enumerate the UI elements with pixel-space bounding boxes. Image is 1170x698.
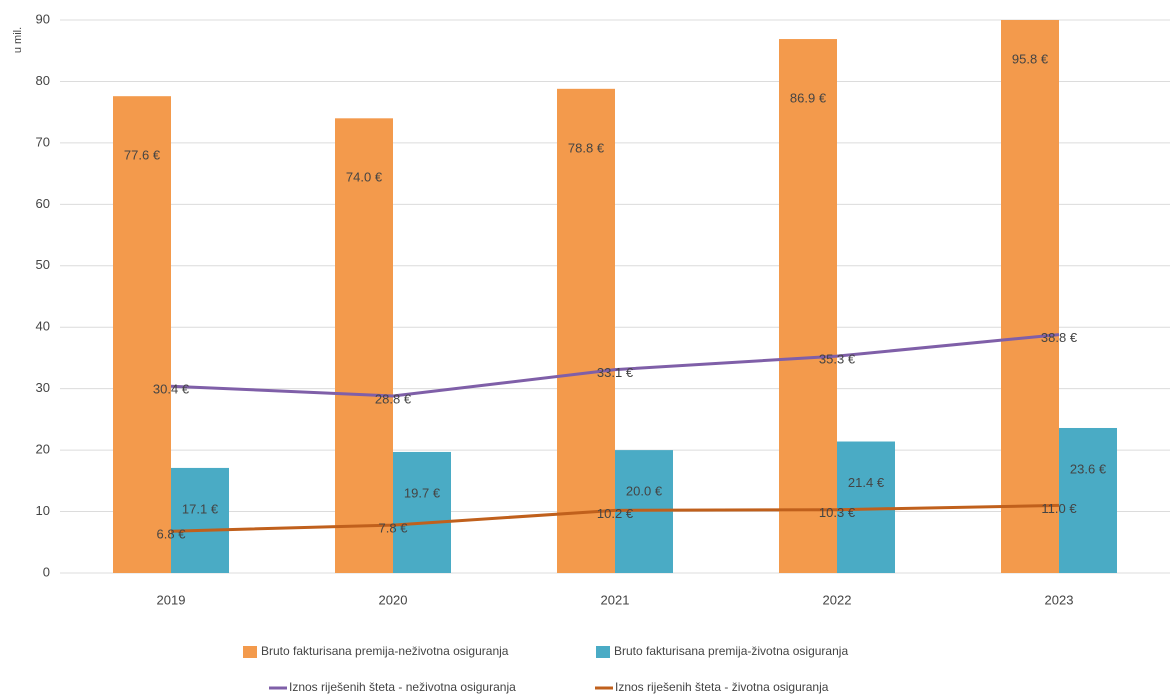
- data-label: 33.1 €: [597, 365, 634, 380]
- data-label: 74.0 €: [346, 170, 383, 185]
- bar: [1001, 20, 1059, 573]
- y-tick-label: 40: [36, 319, 50, 334]
- data-label: 30.4 €: [153, 382, 190, 397]
- data-label: 17.1 €: [182, 501, 219, 516]
- bar: [113, 96, 171, 574]
- legend-swatch: [243, 646, 257, 658]
- y-axis-label: u mil.: [12, 27, 24, 53]
- data-label: 38.8 €: [1041, 330, 1078, 345]
- line: [170, 333, 1060, 398]
- data-label: 20.0 €: [626, 484, 663, 499]
- data-label: 6.8 €: [157, 527, 187, 542]
- y-tick-label: 90: [36, 11, 50, 26]
- data-label: 10.3 €: [819, 505, 856, 520]
- data-label: 95.8 €: [1012, 51, 1049, 66]
- data-label: 23.6 €: [1070, 461, 1107, 476]
- bar: [335, 118, 393, 574]
- bar: [1059, 427, 1117, 573]
- legend-label: Iznos riješenih šteta - neživotna osigur…: [289, 680, 516, 694]
- data-label: 35.3 €: [819, 352, 856, 367]
- y-tick-label: 20: [36, 442, 50, 457]
- x-tick-label: 2023: [1045, 592, 1074, 607]
- data-label: 77.6 €: [124, 148, 161, 163]
- y-tick-label: 50: [36, 257, 50, 272]
- data-label: 7.8 €: [379, 521, 409, 536]
- data-label: 19.7 €: [404, 485, 441, 500]
- bar: [837, 441, 895, 573]
- data-label: 28.8 €: [375, 391, 412, 406]
- y-tick-label: 70: [36, 134, 50, 149]
- legend-label: Iznos riješenih šteta - životna osiguran…: [615, 680, 829, 694]
- x-tick-label: 2022: [823, 592, 852, 607]
- data-label: 10.2 €: [597, 506, 634, 521]
- y-tick-label: 0: [43, 564, 50, 579]
- legend-label: Bruto fakturisana premija-neživotna osig…: [261, 644, 509, 658]
- plot-area: [113, 20, 1117, 574]
- bar: [171, 467, 229, 573]
- y-tick-label: 80: [36, 73, 50, 88]
- bar: [557, 88, 615, 573]
- data-label: 86.9 €: [790, 90, 827, 105]
- legend-swatch: [596, 646, 610, 658]
- value-labels: 77.6 € 74.0 € 78.8 € 86.9 € 95.8 € 17.1 € 19.7…: [124, 51, 1107, 541]
- legend-label: Bruto fakturisana premija-životna osigur…: [614, 644, 848, 658]
- line: [170, 503, 1060, 533]
- bar: [779, 39, 837, 573]
- x-tick-label: 2021: [601, 592, 630, 607]
- data-label: 11.0 €: [1041, 501, 1077, 516]
- bar: [393, 451, 451, 573]
- x-tick-label: 2020: [379, 592, 408, 607]
- data-label: 21.4 €: [848, 475, 885, 490]
- y-tick-label: 10: [36, 503, 50, 518]
- y-tick-label: 30: [36, 380, 50, 395]
- data-label: 78.8 €: [568, 140, 605, 155]
- y-tick-label: 60: [36, 196, 50, 211]
- x-tick-label: 2019: [157, 592, 186, 607]
